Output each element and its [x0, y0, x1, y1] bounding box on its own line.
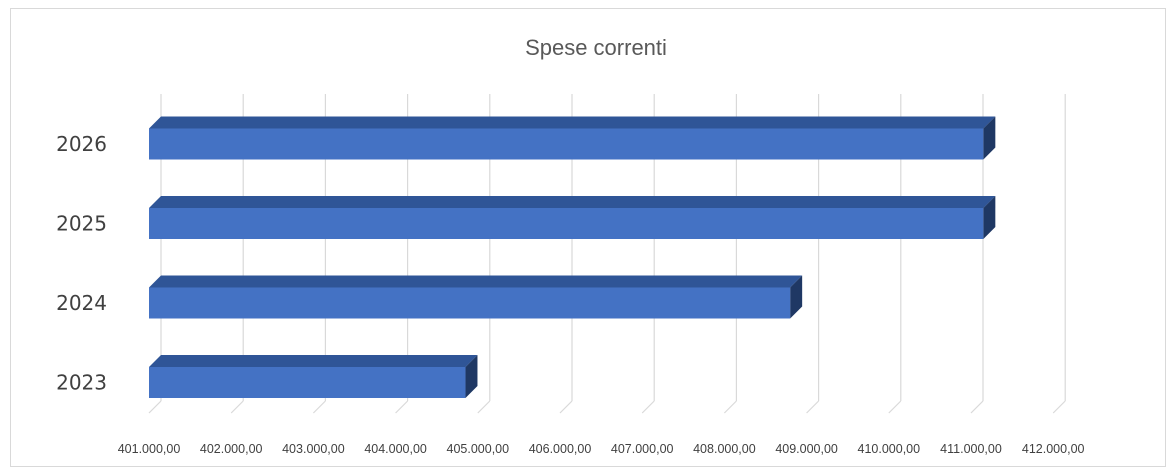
x-tick-label: 409.000,00	[775, 442, 838, 456]
x-tick-label: 408.000,00	[693, 442, 756, 456]
bar-side	[790, 275, 803, 319]
x-tick-label: 406.000,00	[529, 442, 592, 456]
x-tick-label: 412.000,00	[1022, 442, 1085, 456]
bar	[149, 208, 984, 239]
x-tick-label: 407.000,00	[611, 442, 674, 456]
x-tick-label: 401.000,00	[118, 442, 181, 456]
gridline-floor	[1052, 400, 1066, 414]
category-axis: 2023 2024 2025 2026	[56, 132, 107, 395]
gridline-floor	[641, 400, 655, 414]
gridline-floor	[312, 400, 326, 414]
gridline-floor	[559, 400, 573, 414]
category-label: 2023	[56, 371, 107, 395]
bar	[149, 128, 984, 160]
bar-top	[149, 116, 996, 129]
bar-side	[465, 355, 478, 398]
gridline-floor	[970, 400, 984, 414]
x-tick-label: 405.000,00	[447, 442, 510, 456]
gridline-floor	[230, 400, 244, 414]
gridline-floor	[395, 400, 409, 414]
bar-top	[149, 355, 478, 367]
chart-title: Spese correnti	[525, 35, 667, 60]
bar-top	[149, 196, 996, 208]
gridline-floor	[477, 400, 491, 414]
chart-frame: 2023 2024 2025 2026 401.000,00 402.000,00 403…	[10, 8, 1166, 467]
gridline-floor	[806, 400, 820, 414]
gridline-floor	[723, 400, 737, 414]
chart-svg: 2023 2024 2025 2026 401.000,00 402.000,00 403…	[56, 35, 1085, 456]
bar-top	[149, 275, 803, 288]
x-tick-label: 403.000,00	[282, 442, 345, 456]
bar-side	[983, 116, 996, 160]
bar	[149, 367, 466, 398]
x-tick-label: 411.000,00	[940, 442, 1002, 456]
gridline-floor	[148, 400, 162, 414]
bar-side	[983, 196, 996, 239]
category-label: 2024	[56, 291, 107, 315]
bars	[149, 116, 996, 398]
x-tick-label: 410.000,00	[858, 442, 921, 456]
category-label: 2026	[56, 132, 107, 156]
category-label: 2025	[56, 212, 107, 236]
bar	[149, 287, 791, 319]
x-tick-label: 404.000,00	[364, 442, 427, 456]
gridline-floor	[888, 400, 902, 414]
x-tick-label: 402.000,00	[200, 442, 263, 456]
value-axis: 401.000,00 402.000,00 403.000,00 404.000,00…	[118, 442, 1085, 456]
